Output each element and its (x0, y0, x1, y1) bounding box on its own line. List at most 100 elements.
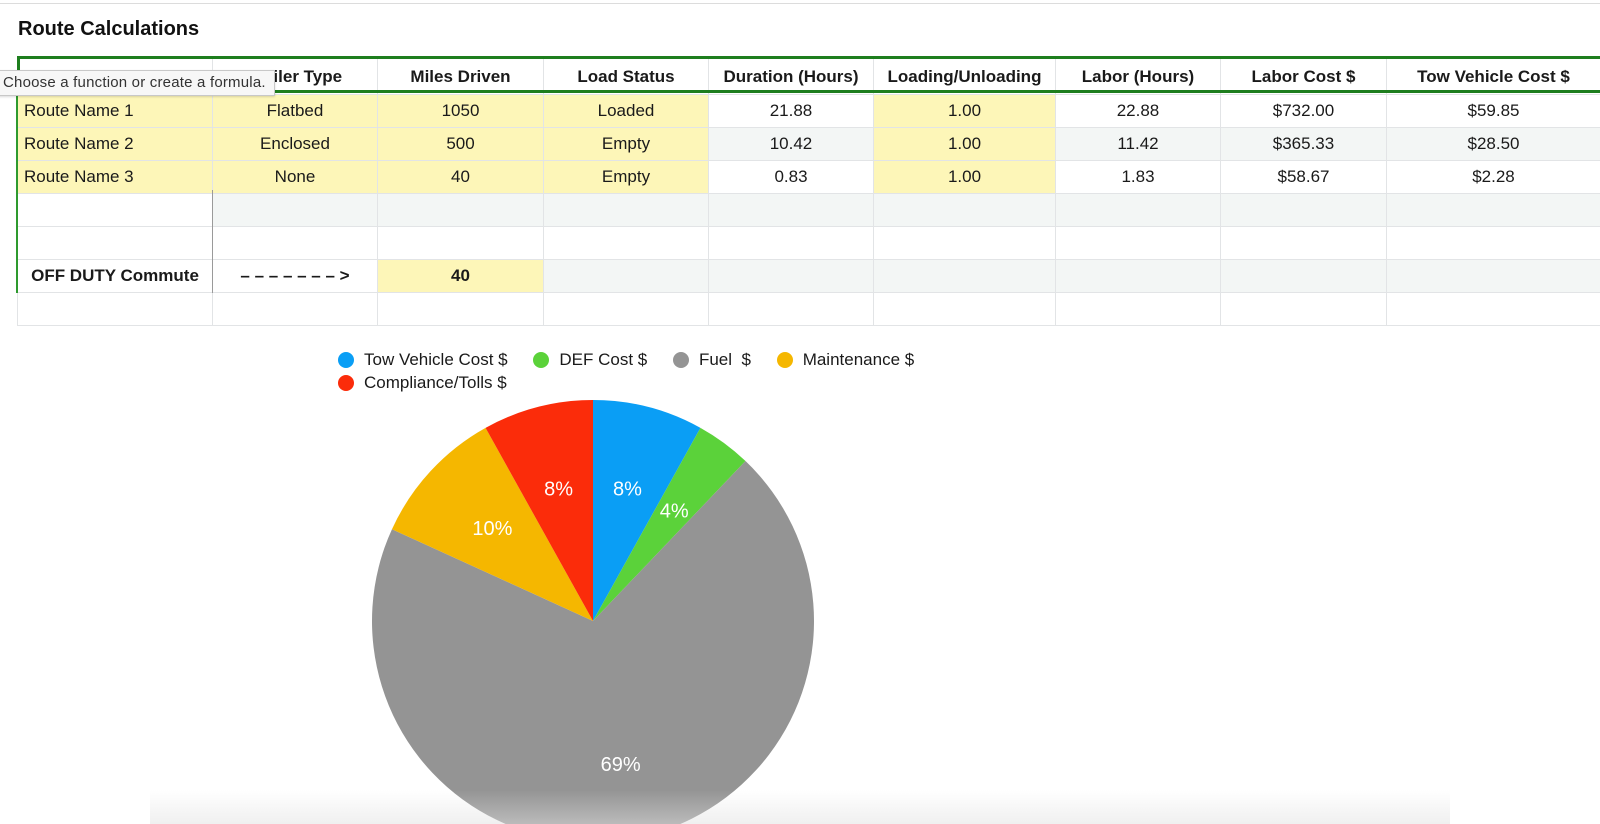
table-cell[interactable]: Enclosed (212, 127, 378, 161)
table-cell[interactable]: Route Name 1 (17, 94, 213, 128)
table-cell[interactable] (543, 292, 709, 326)
empty-row (17, 193, 1600, 227)
table-cell[interactable]: None (212, 160, 378, 194)
table-cell[interactable] (873, 193, 1056, 227)
table-row: Route Name 2 Enclosed 500 Empty 10.42 1.… (17, 127, 1600, 161)
table-cell[interactable] (543, 226, 709, 260)
table-cell[interactable]: 0.83 (708, 160, 874, 194)
table-cell[interactable]: Empty (543, 160, 709, 194)
table-cell[interactable] (1386, 193, 1600, 227)
table-cell[interactable] (212, 292, 378, 326)
col-header-loading[interactable]: Loading/Unloading (873, 58, 1056, 95)
legend-dot-icon (338, 352, 354, 368)
table-row: Route Name 3 None 40 Empty 0.83 1.00 1.8… (17, 160, 1600, 194)
table-cell[interactable] (1055, 259, 1221, 293)
table-cell[interactable]: 10.42 (708, 127, 874, 161)
table-cell[interactable] (708, 193, 874, 227)
route-table: Route Name Trailer Type Miles Driven Loa… (17, 58, 1600, 326)
pie-slice-label: 10% (472, 518, 512, 540)
table-cell[interactable] (1386, 226, 1600, 260)
legend-dot-icon (672, 352, 689, 368)
table-cell[interactable] (873, 226, 1056, 260)
table-cell[interactable]: 1.00 (873, 94, 1056, 128)
table-cell[interactable] (708, 292, 874, 326)
pie-slice[interactable] (485, 400, 593, 621)
pie-slice[interactable] (593, 400, 701, 621)
formula-tooltip: Choose a function or create a formula. (0, 70, 275, 96)
bottom-shadow (150, 790, 1450, 824)
table-cell[interactable] (1386, 292, 1600, 326)
table-cell[interactable]: $58.67 (1220, 160, 1387, 194)
table-cell[interactable]: 1.83 (1055, 160, 1221, 194)
commute-arrow[interactable]: – – – – – – – > (212, 259, 378, 293)
legend-item[interactable]: Maintenance $ (776, 350, 915, 370)
table-cell[interactable]: 22.88 (1055, 94, 1221, 128)
table-cell[interactable] (873, 292, 1056, 326)
table-row: Route Name 1 Flatbed 1050 Loaded 21.88 1… (17, 94, 1600, 128)
table-cell[interactable] (543, 193, 709, 227)
table-cell[interactable]: Empty (543, 127, 709, 161)
legend-label: Fuel $ (698, 350, 751, 369)
table-cell[interactable] (17, 226, 213, 260)
table-cell[interactable] (212, 193, 378, 227)
table-cell[interactable]: Flatbed (212, 94, 378, 128)
table-cell[interactable]: $28.50 (1386, 127, 1600, 161)
table-cell[interactable] (17, 292, 213, 326)
sheet-title: Route Calculations (18, 18, 200, 40)
pie-slice-label: 8% (613, 478, 642, 500)
top-rule (0, 3, 1600, 4)
table-cell[interactable]: 500 (377, 127, 544, 161)
table-cell[interactable] (377, 226, 544, 260)
table-cell[interactable] (708, 226, 874, 260)
table-cell[interactable]: 1050 (377, 94, 544, 128)
table-cell[interactable]: Loaded (543, 94, 709, 128)
table-cell[interactable]: $2.28 (1386, 160, 1600, 194)
pie-slice[interactable] (391, 427, 593, 621)
table-cell[interactable] (1220, 292, 1387, 326)
table-cell[interactable]: 1.00 (873, 127, 1056, 161)
table-cell[interactable] (1220, 193, 1387, 227)
table-cell[interactable] (1055, 193, 1221, 227)
col-header-miles-driven[interactable]: Miles Driven (377, 58, 544, 95)
table-cell[interactable]: $365.33 (1220, 127, 1387, 161)
table-cell[interactable] (212, 226, 378, 260)
col-header-tow-vehicle-cost[interactable]: Tow Vehicle Cost $ (1386, 58, 1600, 95)
table-cell[interactable]: 1.00 (873, 160, 1056, 194)
col-header-labor-hours[interactable]: Labor (Hours) (1055, 58, 1221, 95)
legend-item[interactable]: Fuel $ (672, 350, 751, 370)
chart-legend: Tow Vehicle Cost $ DEF Cost $ Fuel $ Mai… (338, 350, 938, 396)
table-cell[interactable] (1386, 259, 1600, 293)
legend-item[interactable]: DEF Cost $ (533, 350, 647, 370)
table-cell[interactable] (1055, 226, 1221, 260)
table-cell[interactable] (543, 259, 709, 293)
table-cell[interactable]: Route Name 2 (17, 127, 213, 161)
legend-item[interactable]: Compliance/Tolls $ (338, 373, 507, 393)
commute-label[interactable]: OFF DUTY Commute (17, 259, 213, 293)
legend-item[interactable]: Tow Vehicle Cost $ (338, 350, 508, 370)
table-cell[interactable]: 40 (377, 160, 544, 194)
table-cell[interactable] (1220, 259, 1387, 293)
legend-dot-icon (338, 375, 354, 391)
col-header-load-status[interactable]: Load Status (543, 58, 709, 95)
table-cell[interactable] (17, 193, 213, 227)
table-cell[interactable]: 21.88 (708, 94, 874, 128)
legend-label: Maintenance $ (802, 350, 915, 369)
table-cell[interactable] (873, 259, 1056, 293)
table-cell[interactable] (708, 259, 874, 293)
table-cell[interactable]: $732.00 (1220, 94, 1387, 128)
pie-slice[interactable] (372, 461, 814, 824)
pie-slice-label: 4% (660, 501, 689, 523)
commute-row: OFF DUTY Commute – – – – – – – > 40 (17, 259, 1600, 293)
table-cell[interactable] (1220, 226, 1387, 260)
commute-miles[interactable]: 40 (377, 259, 544, 293)
col-header-duration[interactable]: Duration (Hours) (708, 58, 874, 95)
table-cell[interactable] (377, 193, 544, 227)
table-cell[interactable]: Route Name 3 (17, 160, 213, 194)
col-header-labor-cost[interactable]: Labor Cost $ (1220, 58, 1387, 95)
table-cell[interactable]: $59.85 (1386, 94, 1600, 128)
table-cell[interactable] (1055, 292, 1221, 326)
pie-slice[interactable] (593, 427, 746, 621)
legend-label: DEF Cost $ (559, 350, 648, 369)
table-cell[interactable] (377, 292, 544, 326)
table-cell[interactable]: 11.42 (1055, 127, 1221, 161)
